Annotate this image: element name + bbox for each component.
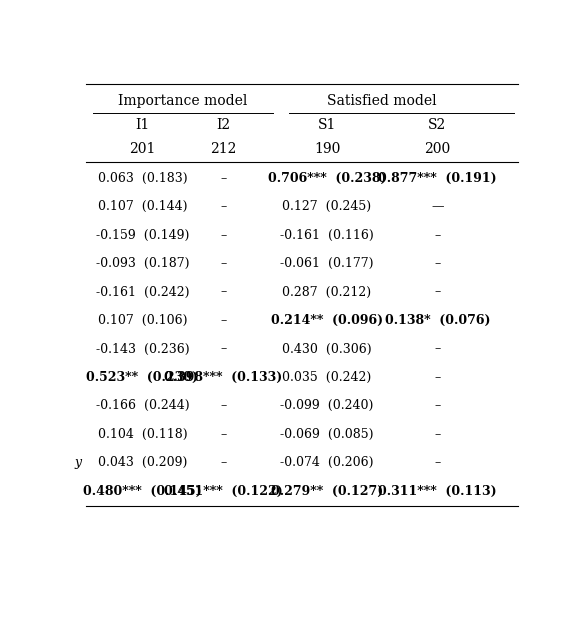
Text: 0.398***  (0.133): 0.398*** (0.133) [164, 371, 282, 384]
Text: -0.143  (0.236): -0.143 (0.236) [96, 343, 189, 355]
Text: –: – [220, 172, 227, 185]
Text: -0.166  (0.244): -0.166 (0.244) [96, 399, 189, 412]
Text: –: – [220, 399, 227, 412]
Text: 0.214**  (0.096): 0.214** (0.096) [271, 314, 383, 327]
Text: –: – [220, 229, 227, 242]
Text: S1: S1 [318, 118, 336, 132]
Text: -0.161  (0.242): -0.161 (0.242) [96, 286, 189, 299]
Text: –: – [220, 456, 227, 469]
Text: -0.093  (0.187): -0.093 (0.187) [96, 257, 189, 270]
Text: –: – [434, 257, 440, 270]
Text: 0.279**  (0.127): 0.279** (0.127) [271, 485, 383, 498]
Text: -0.099  (0.240): -0.099 (0.240) [281, 399, 374, 412]
Text: –: – [434, 229, 440, 242]
Text: 0.706***  (0.238): 0.706*** (0.238) [268, 172, 386, 185]
Text: S2: S2 [428, 118, 446, 132]
Text: 190: 190 [314, 142, 340, 156]
Text: –: – [434, 456, 440, 469]
Text: -0.074  (0.206): -0.074 (0.206) [280, 456, 374, 469]
Text: -0.069  (0.085): -0.069 (0.085) [280, 428, 374, 441]
Text: –: – [220, 200, 227, 213]
Text: 0.063  (0.183): 0.063 (0.183) [98, 172, 187, 185]
Text: –: – [220, 286, 227, 299]
Text: Importance model: Importance model [119, 94, 248, 108]
Text: 0.104  (0.118): 0.104 (0.118) [98, 428, 187, 441]
Text: –: – [434, 428, 440, 441]
Text: 0.430  (0.306): 0.430 (0.306) [282, 343, 372, 355]
Text: 0.107  (0.106): 0.107 (0.106) [98, 314, 187, 327]
Text: 0.035  (0.242): 0.035 (0.242) [282, 371, 372, 384]
Text: –: – [220, 428, 227, 441]
Text: 200: 200 [424, 142, 450, 156]
Text: -0.061  (0.177): -0.061 (0.177) [280, 257, 374, 270]
Text: 0.877***  (0.191): 0.877*** (0.191) [378, 172, 497, 185]
Text: –: – [434, 286, 440, 299]
Text: I1: I1 [135, 118, 149, 132]
Text: Satisfied model: Satisfied model [327, 94, 437, 108]
Text: 212: 212 [210, 142, 236, 156]
Text: 0.480***  (0.145): 0.480*** (0.145) [83, 485, 202, 498]
Text: 0.523**  (0.230): 0.523** (0.230) [87, 371, 199, 384]
Text: 0.451***  (0.122): 0.451*** (0.122) [164, 485, 283, 498]
Text: 201: 201 [129, 142, 156, 156]
Text: -0.161  (0.116): -0.161 (0.116) [280, 229, 374, 242]
Text: –: – [220, 314, 227, 327]
Text: –: – [220, 257, 227, 270]
Text: —: — [431, 200, 444, 213]
Text: –: – [434, 399, 440, 412]
Text: –: – [220, 343, 227, 355]
Text: 0.043  (0.209): 0.043 (0.209) [98, 456, 187, 469]
Text: –: – [434, 343, 440, 355]
Text: 0.311***  (0.113): 0.311*** (0.113) [378, 485, 497, 498]
Text: I2: I2 [216, 118, 231, 132]
Text: y: y [75, 456, 82, 469]
Text: 0.127  (0.245): 0.127 (0.245) [282, 200, 372, 213]
Text: –: – [434, 371, 440, 384]
Text: 0.287  (0.212): 0.287 (0.212) [282, 286, 372, 299]
Text: -0.159  (0.149): -0.159 (0.149) [96, 229, 189, 242]
Text: 0.138*  (0.076): 0.138* (0.076) [385, 314, 490, 327]
Text: 0.107  (0.144): 0.107 (0.144) [98, 200, 187, 213]
